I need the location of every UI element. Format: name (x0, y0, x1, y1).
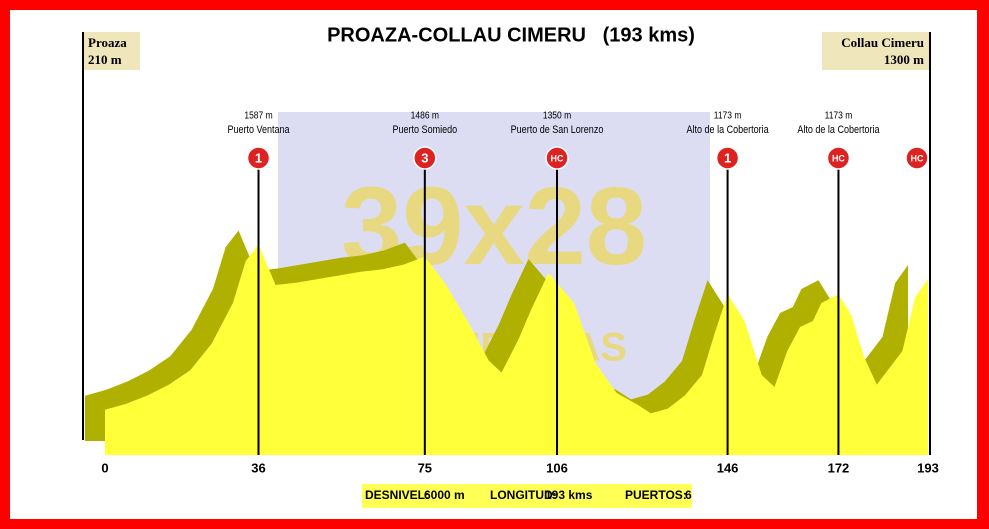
climb-name: Alto de la Cobertoria (687, 124, 770, 136)
finish-box (822, 32, 929, 70)
climb-name: Puerto de San Lorenzo (511, 124, 604, 136)
x-tick-label: 0 (101, 460, 108, 475)
climb-badge (905, 146, 929, 170)
start-box (84, 32, 140, 70)
climb-name: Puerto Ventana (227, 124, 289, 136)
footer-value: 6000 m (424, 488, 465, 502)
climb-badge (826, 146, 851, 170)
x-tick-label: 75 (418, 460, 432, 475)
climb-badge (246, 146, 271, 170)
climb-category: 1 (724, 150, 731, 165)
climb-category: HC (832, 153, 845, 163)
x-tick-label: 36 (251, 460, 265, 475)
climb-badge (715, 146, 740, 170)
footer-label: LONGITUD: (490, 488, 557, 502)
climb-elevation: 1587 m (244, 110, 273, 121)
x-tick-label: 193 (917, 460, 939, 475)
footer-label: DESNIVEL: (365, 488, 429, 502)
chart-title: PROAZA-COLLAU CIMERU (193 kms) (327, 24, 695, 46)
start-elevation: 210 m (88, 52, 122, 67)
x-tick-label: 146 (717, 460, 739, 475)
x-tick-label: 172 (828, 460, 850, 475)
climb-elevation: 1350 m (543, 110, 572, 121)
start-name: Proaza (88, 35, 127, 50)
footer-box (362, 484, 692, 508)
climb-badge (545, 146, 569, 170)
climb-category: HC (911, 153, 924, 163)
profile (105, 244, 928, 455)
finish-name: Collau Cimeru (841, 35, 924, 50)
climb-elevation: 1173 m (714, 110, 742, 121)
footer-label: PUERTOS: (625, 488, 687, 502)
climb-name: Alto de la Cobertoria (797, 124, 880, 136)
climb-name: Puerto Somiedo (393, 124, 458, 136)
climb-elevation: 1486 m (411, 110, 440, 121)
climb-category: 1 (255, 150, 262, 165)
x-tick-label: 106 (546, 460, 568, 475)
finish-elevation: 1300 m (884, 52, 924, 67)
climb-category: 3 (421, 150, 428, 165)
footer-value: 193 kms (545, 488, 593, 502)
climb-category: HC (551, 153, 564, 163)
climb-elevation: 1173 m (825, 110, 853, 121)
footer-value: 6 (685, 488, 692, 502)
climb-badge (413, 146, 437, 170)
